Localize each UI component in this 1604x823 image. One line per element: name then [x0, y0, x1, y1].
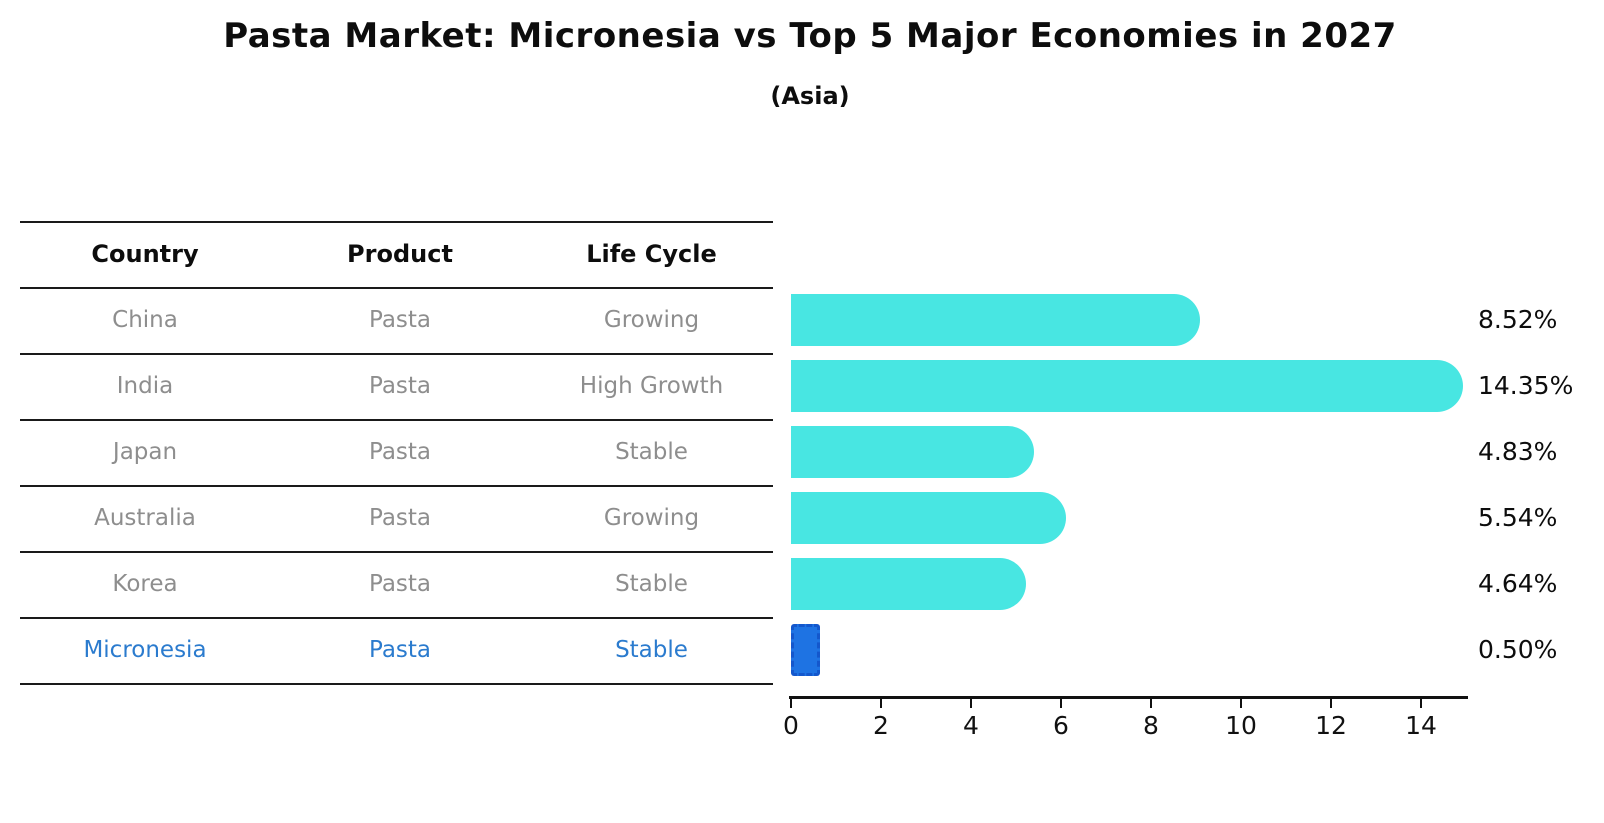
x-tick [1240, 699, 1242, 708]
x-tick [1420, 699, 1422, 708]
bar-value-label-korea: 4.64% [1478, 569, 1558, 598]
bar-value-label-india: 14.35% [1478, 371, 1574, 400]
x-tick [1150, 699, 1152, 708]
x-tick [790, 699, 792, 708]
cell-country: Micronesia [83, 637, 207, 663]
x-tick-label: 4 [963, 711, 979, 740]
table-row-india: India Pasta High Growth [20, 370, 773, 402]
column-header-country: Country [91, 240, 199, 268]
x-tick [880, 699, 882, 708]
table-separator-line [20, 221, 773, 223]
x-tick [1060, 699, 1062, 708]
cell-life-cycle: Stable [615, 571, 688, 597]
x-tick [1330, 699, 1332, 708]
x-axis-line [789, 696, 1468, 699]
cell-product: Pasta [368, 439, 432, 465]
cell-country: Japan [112, 439, 178, 465]
chart-title: Pasta Market: Micronesia vs Top 5 Major … [223, 16, 1397, 56]
bar-india [791, 360, 1463, 412]
table-separator-line [20, 419, 773, 421]
bar-value-label-china: 8.52% [1478, 305, 1558, 334]
table-separator-line [20, 617, 773, 619]
table-row-korea: Korea Pasta Stable [20, 568, 773, 600]
column-header-product: Product [347, 240, 453, 268]
cell-life-cycle: High Growth [579, 373, 724, 399]
x-tick-label: 2 [873, 711, 889, 740]
cell-country: Australia [94, 505, 196, 531]
bar-australia [791, 492, 1066, 544]
table-separator-line [20, 353, 773, 355]
table-separator-line [20, 683, 773, 685]
table-row-japan: Japan Pasta Stable [20, 436, 773, 468]
x-tick-label: 12 [1315, 711, 1347, 740]
x-tick-label: 6 [1053, 711, 1069, 740]
bar-china [791, 294, 1200, 346]
cell-life-cycle: Growing [603, 307, 700, 333]
table-header-row: Country Product Life Cycle [20, 238, 773, 270]
table-row-australia: Australia Pasta Growing [20, 502, 773, 534]
cell-life-cycle: Stable [615, 439, 688, 465]
bar-korea [791, 558, 1026, 610]
chart-subtitle: (Asia) [770, 82, 850, 110]
cell-product: Pasta [368, 637, 432, 663]
cell-country: China [112, 307, 178, 333]
cell-country: India [116, 373, 174, 399]
bar-value-label-micronesia: 0.50% [1478, 635, 1558, 664]
table-separator-line [20, 287, 773, 289]
column-header-life-cycle: Life Cycle [586, 240, 717, 268]
x-tick-label: 0 [783, 711, 799, 740]
cell-life-cycle: Stable [615, 637, 688, 663]
x-tick-label: 10 [1225, 711, 1257, 740]
bar-value-label-australia: 5.54% [1478, 503, 1558, 532]
x-tick [970, 699, 972, 708]
cell-life-cycle: Growing [603, 505, 700, 531]
table-row-micronesia: Micronesia Pasta Stable [20, 634, 773, 666]
cell-country: Korea [112, 571, 178, 597]
bar-value-label-japan: 4.83% [1478, 437, 1558, 466]
cell-product: Pasta [368, 307, 432, 333]
x-tick-label: 8 [1143, 711, 1159, 740]
table-row-china: China Pasta Growing [20, 304, 773, 336]
bar-japan [791, 426, 1034, 478]
cell-product: Pasta [368, 373, 432, 399]
table-separator-line [20, 551, 773, 553]
x-tick-label: 14 [1405, 711, 1437, 740]
cell-product: Pasta [368, 571, 432, 597]
table-separator-line [20, 485, 773, 487]
bar-micronesia [791, 624, 820, 676]
cell-product: Pasta [368, 505, 432, 531]
